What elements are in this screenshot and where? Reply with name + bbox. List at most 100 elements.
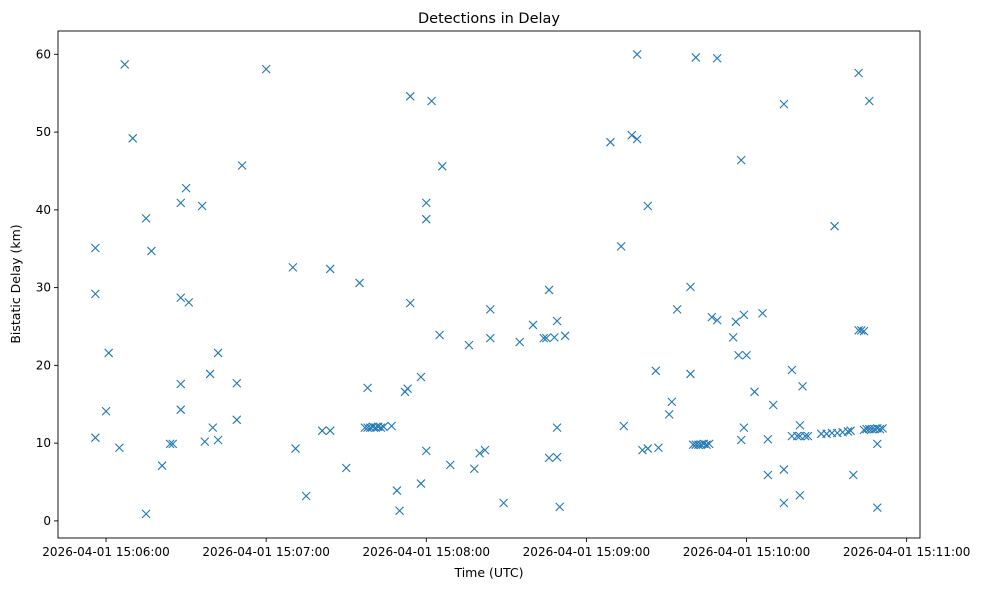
data-point xyxy=(763,470,773,480)
data-point xyxy=(437,161,447,171)
data-point xyxy=(544,285,554,295)
data-point xyxy=(395,506,404,516)
data-point xyxy=(606,137,615,147)
data-point xyxy=(707,312,717,322)
data-point xyxy=(416,372,426,382)
data-point xyxy=(176,405,186,415)
y-tick-label: 50 xyxy=(36,125,51,139)
x-tick-label: 2026-04-01 15:09:00 xyxy=(523,545,650,559)
data-point xyxy=(846,426,856,436)
data-point xyxy=(872,503,882,513)
data-point xyxy=(475,448,485,458)
data-point xyxy=(875,424,885,434)
x-tick-label: 2026-04-01 15:07:00 xyxy=(202,545,329,559)
data-point xyxy=(261,64,271,74)
data-point xyxy=(800,431,810,441)
data-point xyxy=(859,326,869,336)
plot-area xyxy=(57,30,921,539)
data-point xyxy=(736,435,746,445)
data-point xyxy=(114,443,124,453)
data-point xyxy=(686,369,695,379)
data-point xyxy=(736,155,746,165)
data-point xyxy=(427,96,437,106)
data-point xyxy=(712,53,722,63)
data-point xyxy=(120,60,130,69)
data-point xyxy=(341,463,351,473)
data-point xyxy=(704,439,714,449)
data-point xyxy=(728,332,738,342)
data-point xyxy=(176,293,186,303)
data-point xyxy=(643,201,653,211)
data-point xyxy=(792,431,802,441)
data-point xyxy=(379,422,388,432)
data-point xyxy=(197,201,207,211)
data-point xyxy=(213,435,223,445)
data-point xyxy=(435,330,445,340)
data-point xyxy=(779,465,789,474)
data-point xyxy=(619,421,629,431)
data-point xyxy=(464,340,474,350)
data-point xyxy=(480,445,490,455)
data-point xyxy=(643,444,653,453)
data-point xyxy=(552,316,562,326)
data-point xyxy=(552,423,562,432)
data-point xyxy=(795,490,805,500)
y-tick-label: 0 xyxy=(43,514,51,528)
data-point xyxy=(416,479,426,488)
data-point xyxy=(445,460,455,470)
data-point xyxy=(147,246,156,256)
y-tick-label: 40 xyxy=(36,203,51,217)
data-point xyxy=(616,242,626,251)
x-tick-label: 2026-04-01 15:08:00 xyxy=(363,545,490,559)
data-point xyxy=(499,498,509,508)
data-point xyxy=(181,183,191,193)
data-point xyxy=(632,49,642,59)
data-point xyxy=(176,198,186,208)
data-point xyxy=(213,348,223,358)
data-point xyxy=(528,320,538,330)
data-point xyxy=(632,134,642,144)
data-point xyxy=(200,437,210,446)
data-point xyxy=(544,453,554,463)
data-point xyxy=(787,365,797,375)
data-point xyxy=(539,333,549,343)
data-point xyxy=(90,289,100,299)
data-point xyxy=(664,409,674,419)
data-point xyxy=(712,315,722,325)
y-tick-label: 60 xyxy=(36,47,51,61)
data-point xyxy=(739,310,749,320)
data-point xyxy=(325,426,335,436)
data-point xyxy=(184,297,194,307)
data-point xyxy=(317,426,327,436)
data-point xyxy=(779,498,789,508)
data-point xyxy=(403,384,412,394)
data-point xyxy=(104,348,114,358)
data-point xyxy=(731,317,741,327)
y-axis-ticks: 0 10 20 30 40 50 60 xyxy=(36,47,58,528)
data-point xyxy=(90,433,100,443)
y-tick-label: 10 xyxy=(36,436,51,450)
chart-title: Detections in Delay xyxy=(418,11,560,27)
data-point xyxy=(549,332,559,342)
data-point xyxy=(168,439,178,449)
data-point xyxy=(485,304,495,314)
data-point xyxy=(691,53,701,62)
data-point xyxy=(325,264,335,274)
data-point xyxy=(392,486,402,495)
data-point xyxy=(405,91,415,101)
data-point xyxy=(779,99,789,109)
data-point xyxy=(421,198,431,208)
data-point xyxy=(654,443,663,453)
y-tick-label: 20 xyxy=(36,358,51,372)
data-point xyxy=(627,130,637,140)
data-point xyxy=(856,325,866,335)
data-point xyxy=(560,331,570,341)
data-point xyxy=(237,161,247,170)
data-point xyxy=(672,304,682,314)
data-point xyxy=(288,263,298,272)
data-point xyxy=(758,308,767,318)
x-tick-label: 2026-04-01 15:10:00 xyxy=(683,545,810,559)
data-point xyxy=(141,214,151,223)
data-point xyxy=(208,423,218,432)
